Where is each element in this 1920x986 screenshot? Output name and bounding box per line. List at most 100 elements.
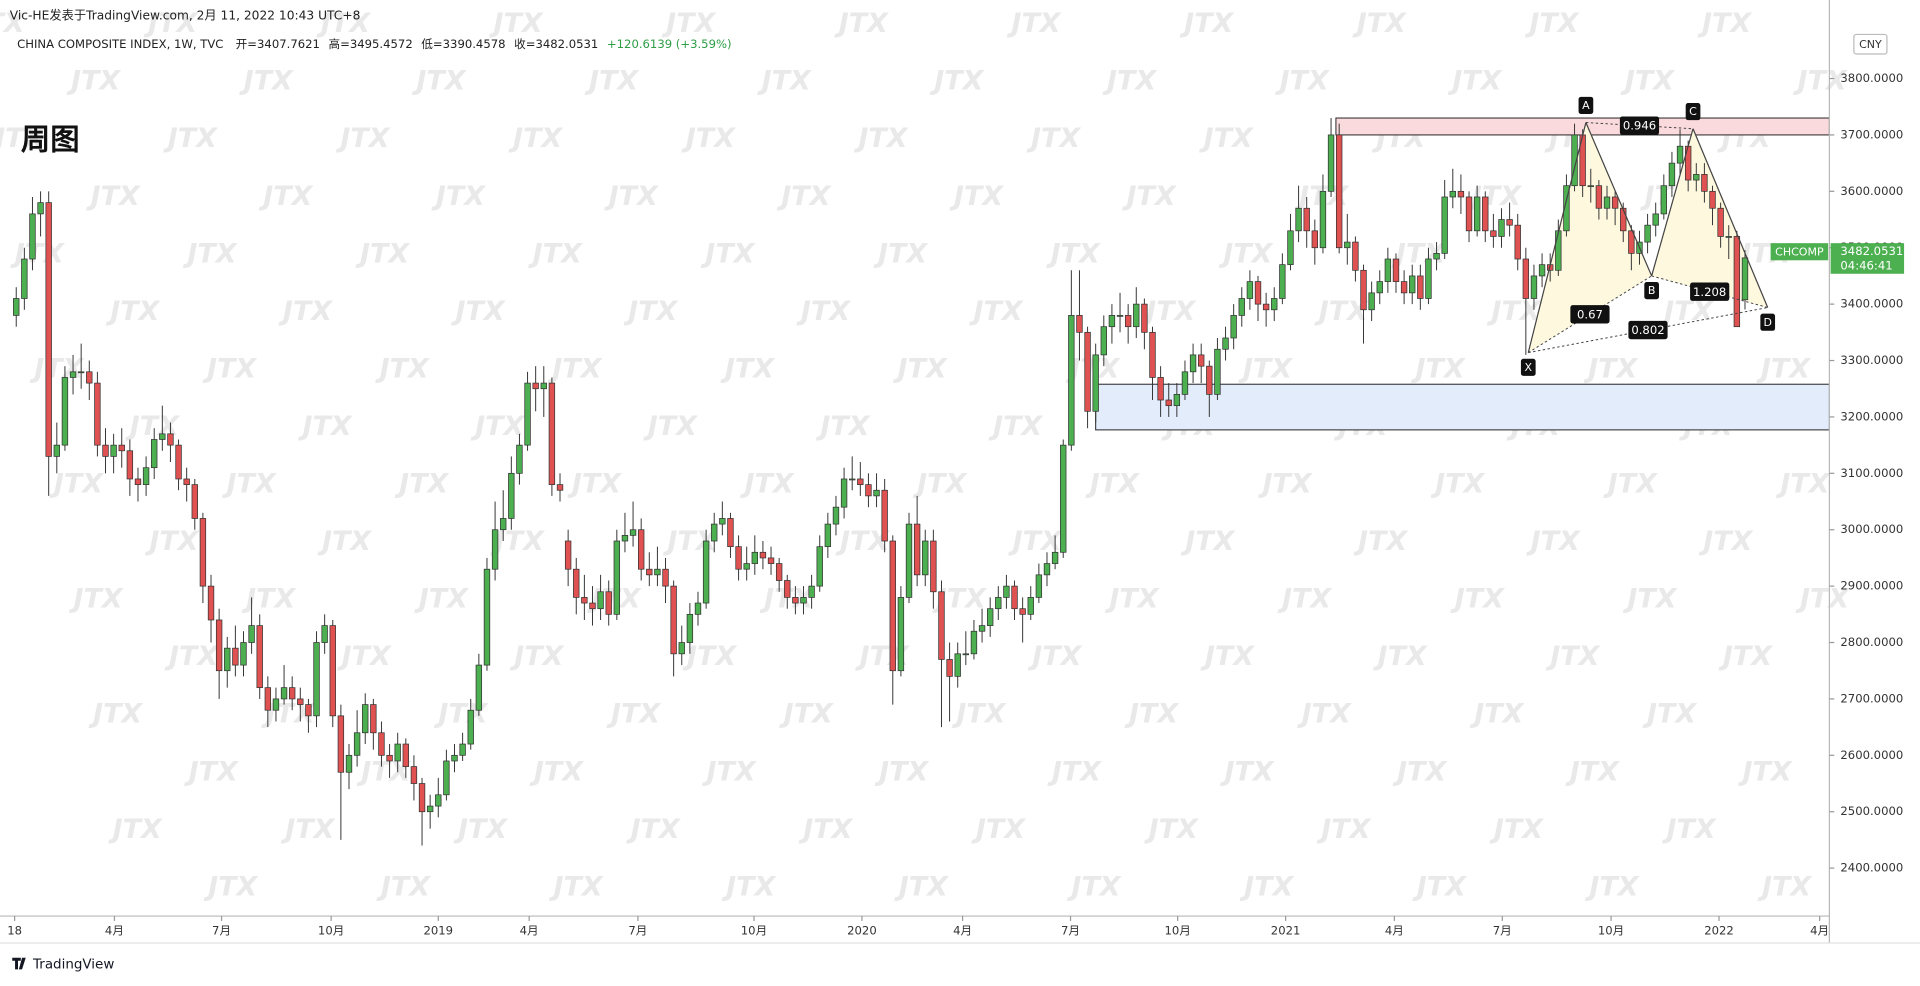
candle-body — [1027, 597, 1034, 615]
watermark: JTX — [1659, 296, 1714, 327]
candle-body — [605, 591, 612, 615]
candle-body — [297, 698, 304, 705]
candle-body — [954, 653, 961, 677]
x-tick-label: 4月 — [105, 923, 124, 937]
currency-box[interactable] — [1853, 33, 1888, 55]
watermark: JTX — [509, 641, 564, 672]
watermark: JTX — [623, 296, 678, 327]
candle-body — [1482, 196, 1489, 232]
candle-body — [69, 371, 77, 378]
candle-body — [849, 478, 856, 481]
watermark: JTX — [1718, 641, 1773, 672]
y-tick-label: 2400.0000 — [1840, 861, 1903, 875]
watermark: JTX — [1697, 8, 1752, 39]
watermark: JTX — [1793, 66, 1848, 97]
candle-body — [897, 597, 905, 672]
candle-body — [199, 518, 207, 587]
candle-body — [767, 557, 775, 564]
candle-body — [759, 551, 767, 559]
candle-body — [175, 444, 182, 480]
candle-body — [1230, 315, 1237, 339]
candle-body — [224, 647, 231, 672]
y-tick-label: 3800.0000 — [1840, 71, 1903, 85]
watermark: JTX — [1199, 123, 1254, 154]
watermark: JTX — [547, 353, 602, 384]
candle-body — [321, 625, 328, 643]
x-tick-label: 10月 — [318, 923, 344, 937]
ratio-box — [1628, 320, 1668, 340]
candle-body — [1287, 230, 1294, 266]
candle-body — [418, 783, 426, 813]
watermark: JTX — [375, 353, 430, 384]
watermark: JTX — [1642, 699, 1697, 730]
candle-body — [37, 202, 44, 215]
watermark: JTX — [757, 66, 812, 97]
candle-body — [345, 754, 353, 773]
candle-body — [1709, 190, 1716, 209]
ratio-label: 0.946 — [1623, 119, 1656, 133]
candle-body — [1068, 315, 1075, 446]
watermark: JTX — [1316, 814, 1371, 845]
candle-body — [613, 540, 621, 615]
candle-body — [386, 754, 393, 762]
candle-body — [1652, 213, 1659, 226]
watermark: JTX — [355, 238, 410, 269]
watermark: JTX — [584, 66, 639, 97]
candle-body — [1514, 224, 1521, 260]
x-tick-label: 2022 — [1704, 923, 1734, 937]
candle-body — [475, 664, 483, 711]
candle-body — [378, 732, 385, 756]
watermark: JTX — [853, 123, 908, 154]
candle-body — [962, 653, 970, 656]
candle-body — [13, 298, 20, 316]
point-box — [1578, 96, 1594, 114]
watermark: JTX — [105, 296, 160, 327]
candle-body — [751, 551, 758, 564]
candle-body — [1701, 174, 1708, 192]
watermark: JTX — [278, 296, 333, 327]
candle-body — [1449, 190, 1456, 198]
candle-body — [1498, 219, 1505, 237]
candle-body — [77, 371, 85, 374]
watermark: JTX — [376, 871, 431, 902]
point-label: D — [1763, 316, 1771, 329]
candle-body — [256, 625, 263, 689]
point-box — [1685, 103, 1701, 121]
watermark: JTX — [337, 641, 392, 672]
watermark: JTX — [1737, 756, 1792, 787]
candle-body — [1620, 207, 1627, 232]
x-tick-label: 4月 — [953, 923, 972, 937]
watermark: JTX — [163, 123, 218, 154]
watermark: JTX — [258, 181, 313, 212]
candle-body — [524, 382, 531, 446]
pattern-ratio-line — [1585, 122, 1694, 130]
candle-body — [1741, 257, 1749, 301]
candle-body — [1076, 315, 1083, 333]
candle-body — [1092, 354, 1099, 412]
currency[interactable]: CNY — [1859, 38, 1882, 51]
candle-body — [126, 450, 134, 480]
candle-body — [1060, 444, 1067, 553]
candle-body — [816, 546, 823, 587]
watermark: JTX — [88, 699, 143, 730]
candle-body — [370, 704, 377, 734]
y-tick-label: 2600.0000 — [1840, 748, 1903, 762]
candle-body — [102, 444, 109, 457]
candle-body — [865, 484, 872, 497]
watermark: JTX — [1795, 584, 1850, 615]
candle-body — [1173, 394, 1181, 407]
watermark: JTX — [834, 8, 889, 39]
pattern-leg — [1527, 122, 1587, 353]
candle-body — [702, 540, 710, 604]
watermark: JTX — [1238, 353, 1293, 384]
candle-body — [1124, 315, 1132, 328]
point-label: A — [1582, 99, 1590, 112]
watermark: JTX — [203, 871, 258, 902]
y-tick-label: 3400.0000 — [1840, 297, 1903, 311]
candle-body — [1530, 275, 1538, 299]
y-tick-label: 3100.0000 — [1840, 466, 1903, 480]
candle-body — [629, 529, 637, 536]
watermark: JTX — [316, 8, 371, 39]
watermark: JTX — [604, 181, 659, 212]
